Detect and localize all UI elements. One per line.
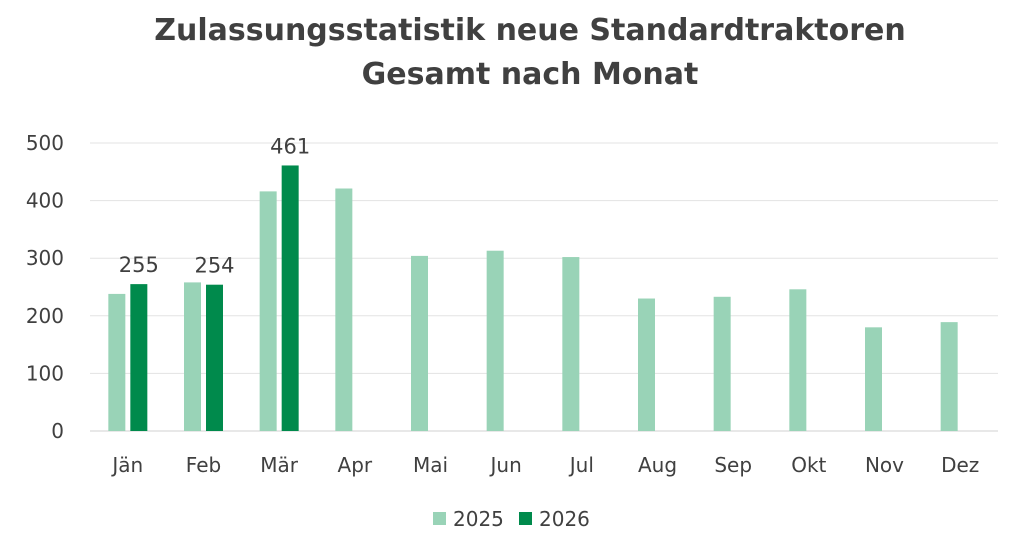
bar-2025-Feb [184, 282, 201, 431]
bar-2025-Jän [108, 293, 126, 431]
x-tick-label: Dez [941, 453, 979, 477]
bar-2026-Mär [281, 165, 299, 432]
bar-2026-Feb [206, 284, 223, 431]
bar-2025-Mär [259, 191, 277, 431]
data-label-Feb: 254 [194, 254, 234, 278]
chart-title-line-2: Gesamt nach Monat [362, 57, 699, 92]
bar-2025-Aug [638, 298, 655, 431]
bar-2025-Dez [940, 322, 958, 431]
y-tick-label: 500 [26, 131, 64, 155]
bars [108, 165, 958, 432]
y-tick-label: 300 [26, 246, 64, 270]
x-tick-label: Aug [638, 453, 677, 477]
legend: 2025 2026 [433, 507, 590, 531]
legend-label-2025: 2025 [453, 507, 504, 531]
y-tick-label: 400 [26, 189, 64, 213]
x-tick-label: Feb [186, 453, 221, 477]
x-tick-label: Nov [865, 453, 904, 477]
data-label-Mär: 461 [270, 134, 310, 158]
bar-2025-Apr [335, 188, 353, 431]
x-tick-label: Mai [413, 453, 448, 477]
bar-2025-Nov [865, 327, 882, 431]
bar-2025-Sep [713, 296, 731, 431]
x-tick-label: Apr [338, 453, 373, 477]
gridlines [90, 142, 998, 432]
x-tick-label: Jän [110, 453, 143, 477]
legend-swatch-2025 [433, 512, 446, 525]
bar-2025-Mai [411, 255, 428, 431]
x-axis: Jän Feb Mär Apr Mai Jun Jul Aug Sep Okt Nov Dez [110, 453, 979, 477]
y-axis: 0 100 200 300 400 500 [26, 131, 64, 443]
x-tick-label: Sep [714, 453, 752, 477]
data-labels: 255 254 461 [119, 134, 310, 277]
legend-swatch-2026 [519, 512, 532, 525]
y-tick-label: 200 [26, 304, 64, 328]
chart-title-line-1: Zulassungsstatistik neue Standardtraktor… [154, 13, 906, 48]
x-tick-label: Jun [489, 453, 522, 477]
bar-2025-Jun [486, 250, 504, 431]
x-tick-label: Mär [260, 453, 299, 477]
y-tick-label: 100 [26, 361, 64, 385]
legend-label-2026: 2026 [539, 507, 590, 531]
x-tick-label: Okt [791, 453, 826, 477]
bar-2025-Jul [562, 257, 580, 431]
chart-title: Zulassungsstatistik neue Standardtraktor… [154, 13, 906, 92]
bar-2026-Jän [130, 284, 148, 431]
data-label-Jän: 255 [119, 253, 159, 277]
x-tick-label: Jul [568, 453, 594, 477]
bar-2025-Okt [789, 289, 807, 431]
y-tick-label: 0 [51, 419, 64, 443]
